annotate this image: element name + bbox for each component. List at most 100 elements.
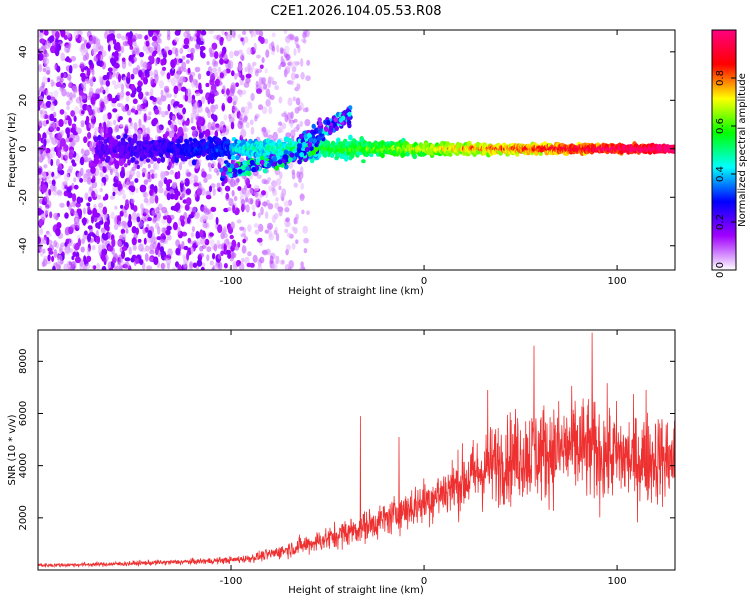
heatmap-cell [109,267,114,270]
heatmap-cell [160,58,165,66]
heatmap-cell [101,61,107,70]
heatmap-cell [92,244,96,251]
heatmap-cell [220,186,224,195]
heatmap-cell [113,62,120,69]
heatmap-cell [206,246,212,253]
heatmap-cell [286,221,291,228]
heatmap-cell [298,177,302,183]
heatmap-cell [134,178,139,183]
heatmap-cell [86,202,91,207]
heatmap-cell [160,156,166,163]
colorbar-tick-label: 0.0 [715,262,726,278]
heatmap-cell [190,174,196,179]
heatmap-cell [39,228,44,235]
heatmap-cell [93,136,99,143]
heatmap-cell [136,216,141,223]
heatmap-cell [76,172,81,180]
heatmap-cell [237,34,242,39]
heatmap-cell [83,136,88,144]
heatmap-cell [117,240,122,248]
heatmap-cell [120,83,125,92]
heatmap-cell [111,187,117,192]
heatmap-cell [157,250,161,257]
heatmap-cell [231,239,237,249]
heatmap-cell [57,148,61,157]
heatmap-cell [253,223,259,228]
heatmap-cell [250,30,254,38]
heatmap-cell [280,61,286,68]
heatmap-cell [79,100,83,109]
heatmap-cell [235,82,240,87]
heatmap-cell [127,130,131,135]
heatmap-cell [209,47,215,56]
heatmap-cell [284,207,290,213]
heatmap-cell [59,247,63,254]
heatmap-cell [229,163,235,169]
heatmap-cell [80,246,85,253]
heatmap-cell [59,77,64,83]
heatmap-cell [79,36,85,42]
heatmap-cell [281,112,287,118]
heatmap-cell [265,248,271,255]
heatmap-cell [266,162,272,168]
heatmap-cell [138,243,144,252]
heatmap-cell [195,241,201,246]
heatmap-cell [79,197,84,203]
heatmap-cell [302,38,307,44]
heatmap-cell [48,36,53,44]
heatmap-cell [182,67,187,73]
heatmap-cell [203,177,208,183]
heatmap-cell [67,192,73,199]
heatmap-cell [122,41,128,47]
heatmap-cell [306,59,311,66]
heatmap-cell [225,193,230,201]
heatmap-cell [244,66,248,73]
heatmap-cell [122,193,126,200]
heatmap-cell [297,159,302,165]
heatmap-cell [190,232,195,238]
heatmap-cell [230,155,236,161]
heatmap-cell [154,195,159,204]
heatmap-cell [198,82,202,92]
heatmap-cell [145,158,151,163]
heatmap-cell [243,81,250,88]
heatmap-cell [149,153,154,158]
heatmap-cell [115,124,120,132]
heatmap-cell [238,90,243,98]
heatmap-cell [46,70,51,75]
heatmap-cell [213,51,219,59]
heatmap-cell [130,73,135,80]
heatmap-cell [69,133,76,140]
heatmap-cell [87,233,91,242]
heatmap-cell [83,255,87,263]
heatmap-cell [291,60,298,69]
heatmap-cell [260,206,264,216]
heatmap-cell [81,95,87,100]
heatmap-cell [230,221,235,230]
heatmap-cell [346,115,351,121]
heatmap-cell [79,262,86,270]
heatmap-cell [144,35,149,41]
heatmap-cell [87,196,92,202]
heatmap-cell [240,233,247,238]
heatmap-cell [255,157,261,163]
heatmap-cell [240,37,244,42]
heatmap-cell [109,33,116,41]
heatmap-cell [98,220,104,225]
heatmap-cell [222,136,227,142]
heatmap-cell [201,171,207,178]
heatmap-cell [162,53,167,59]
heatmap-cell [66,105,70,111]
heatmap-cell [253,184,260,192]
heatmap-cell [38,150,41,158]
heatmap-cell [39,99,45,108]
heatmap-cell [44,52,50,58]
heatmap-cell [211,160,216,168]
heatmap-cell [198,106,203,113]
heatmap-cell [39,38,46,44]
heatmap-cell [228,266,233,270]
x-tick-label: -100 [220,276,243,287]
heatmap-cell [99,171,104,178]
heatmap-cell [105,30,111,36]
heatmap-cell [233,168,238,174]
